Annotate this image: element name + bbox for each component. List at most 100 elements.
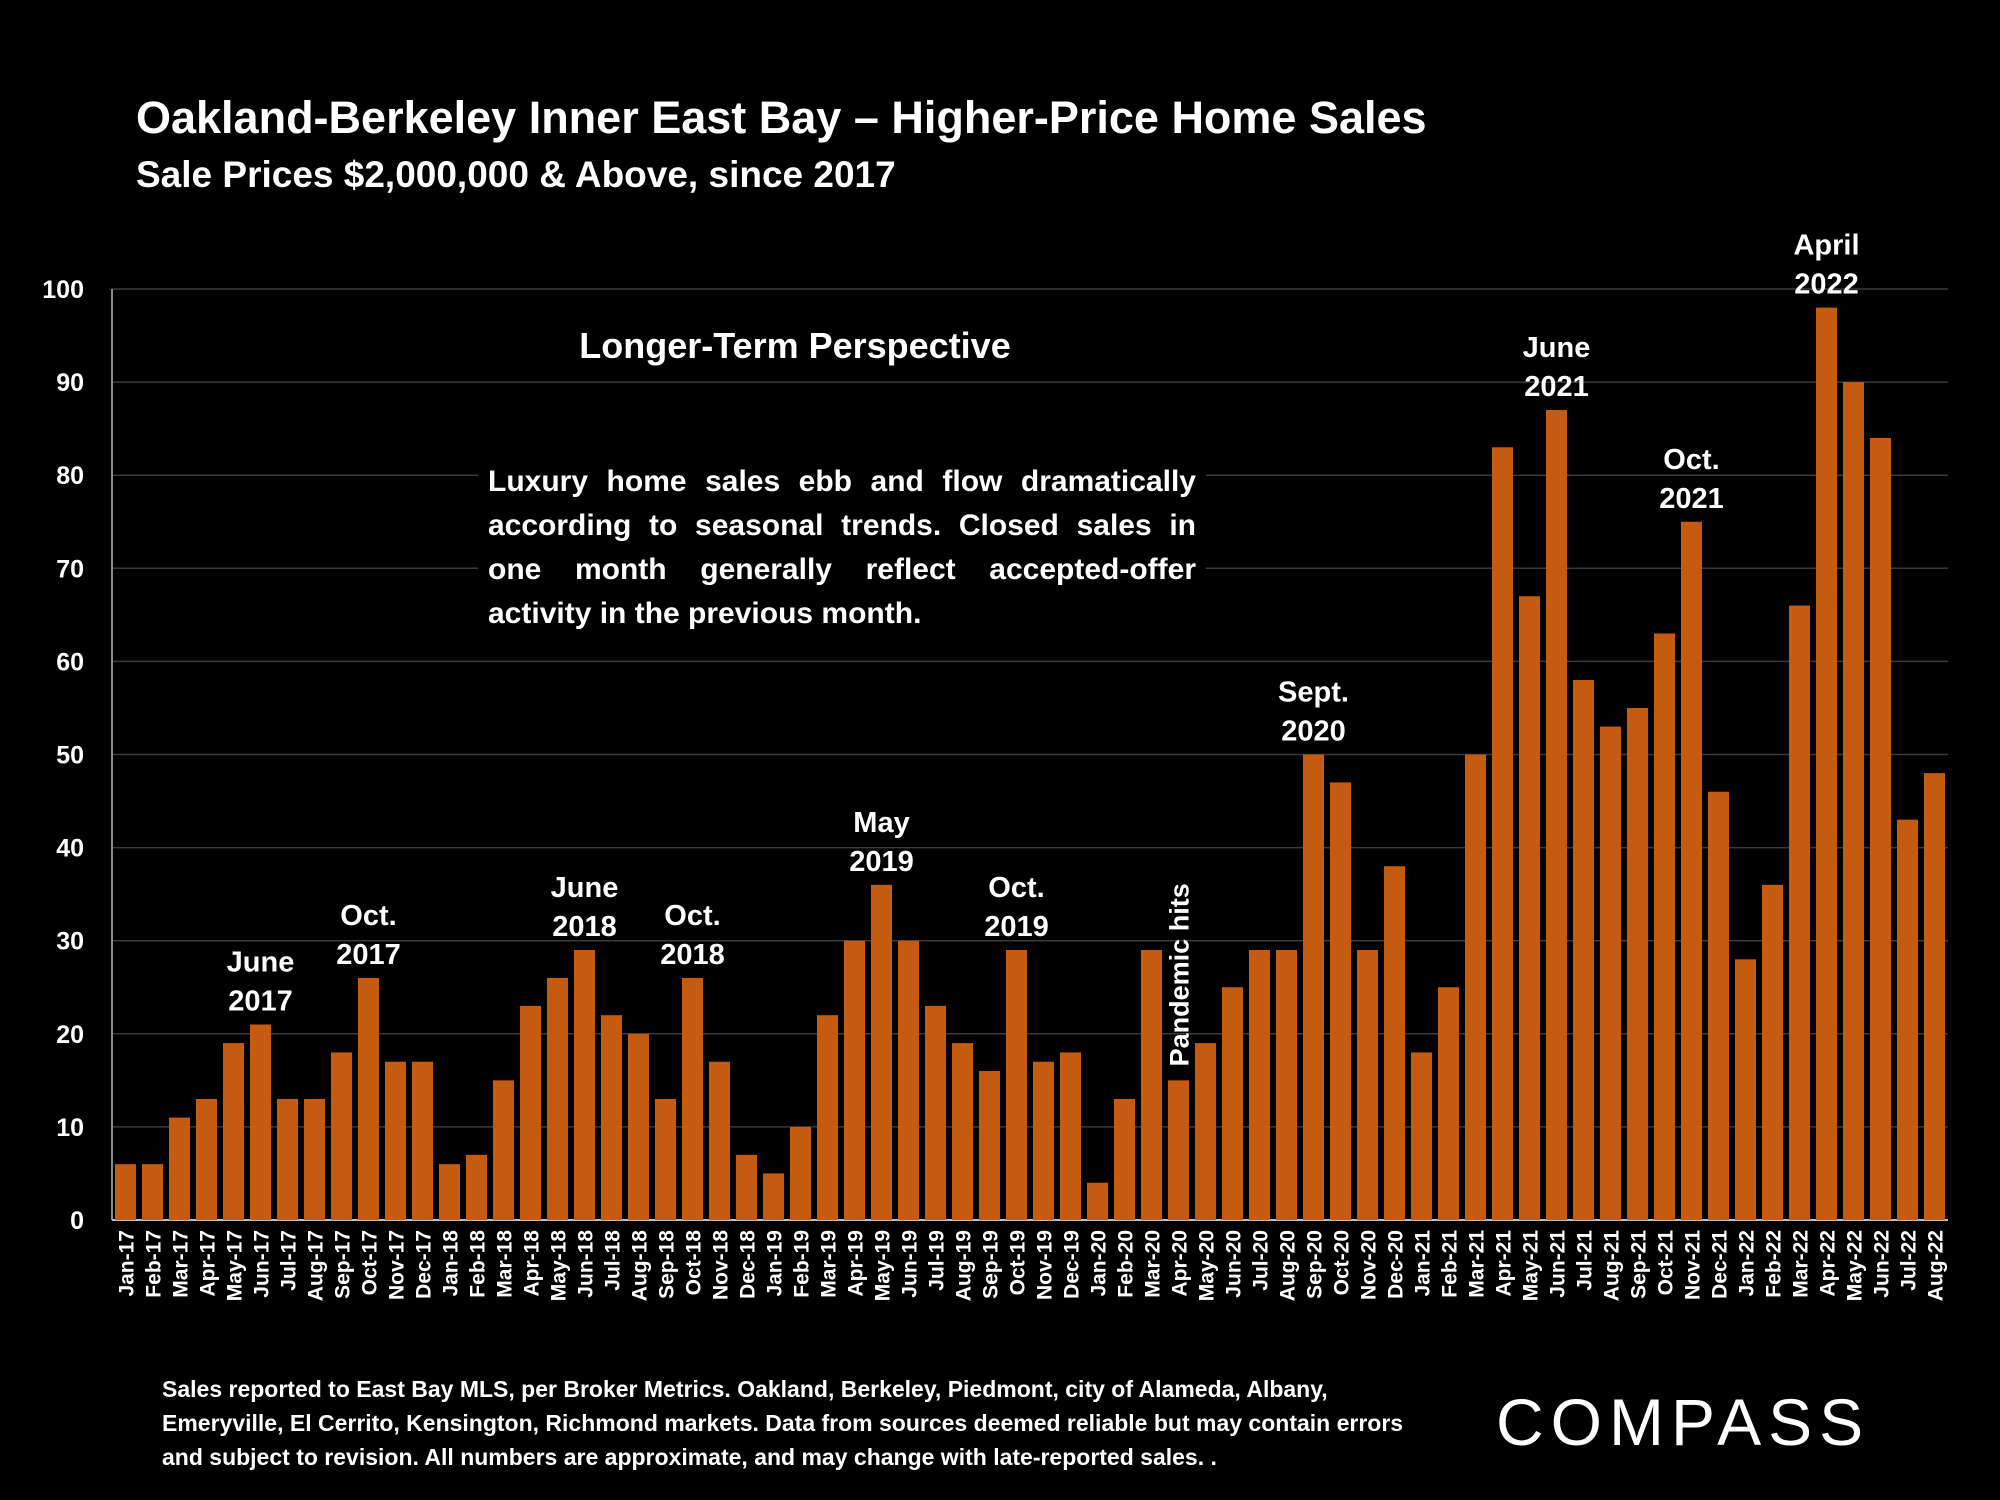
x-tick-label: Nov-19 <box>1034 1230 1057 1300</box>
annotation-label: 2018 <box>552 911 617 943</box>
x-tick-label: Jul-17 <box>278 1230 301 1291</box>
bar <box>1383 866 1406 1220</box>
x-tick-label: Nov-21 <box>1682 1230 1705 1300</box>
x-tick-label: Jan-18 <box>440 1230 463 1297</box>
x-tick-label: Feb-21 <box>1439 1230 1462 1298</box>
x-tick-label: Mar-18 <box>494 1230 517 1298</box>
chart-subtitle: Sale Prices $2,000,000 & Above, since 20… <box>136 154 896 195</box>
bar <box>330 1052 353 1220</box>
y-tick-label: 50 <box>56 742 84 770</box>
bar <box>924 1005 947 1220</box>
bar <box>249 1024 272 1220</box>
x-tick-label: Aug-18 <box>629 1230 652 1301</box>
bar <box>951 1043 974 1220</box>
x-tick-label: Apr-22 <box>1817 1230 1840 1297</box>
annotation-label: Oct. <box>664 900 720 932</box>
y-tick-label: 70 <box>56 555 84 583</box>
x-tick-label: Jan-22 <box>1736 1230 1759 1297</box>
bar <box>492 1080 515 1220</box>
x-tick-label: Oct-17 <box>359 1230 382 1295</box>
x-tick-label: Jul-22 <box>1898 1230 1921 1291</box>
annotation-label: May <box>853 807 909 839</box>
bar <box>1410 1052 1433 1220</box>
x-tick-label: Sep-20 <box>1304 1230 1327 1299</box>
bar <box>1086 1182 1109 1220</box>
annotation-label: Sept. <box>1278 677 1349 709</box>
bar <box>1491 447 1514 1220</box>
annotation-label: Oct. <box>988 872 1044 904</box>
bar <box>1167 1080 1190 1220</box>
bar <box>1356 950 1379 1220</box>
annotation-label: Pandemic hits <box>1165 883 1195 1066</box>
bar <box>1788 605 1811 1220</box>
bar <box>1545 410 1568 1220</box>
x-tick-label: Jun-19 <box>899 1230 922 1298</box>
x-tick-label: Mar-21 <box>1466 1230 1489 1298</box>
bar <box>816 1015 839 1220</box>
x-tick-label: Aug-21 <box>1601 1230 1624 1301</box>
x-tick-label: Jul-18 <box>602 1230 625 1291</box>
x-tick-label: Nov-18 <box>710 1230 733 1300</box>
bar <box>762 1173 785 1220</box>
bar <box>654 1098 677 1220</box>
x-tick-label: Oct-18 <box>683 1230 706 1296</box>
y-tick-label: 20 <box>56 1021 84 1049</box>
annotation-label: 2021 <box>1659 483 1724 515</box>
bar <box>897 940 920 1220</box>
x-tick-label: Sep-18 <box>656 1230 679 1299</box>
x-tick-label: Nov-17 <box>386 1230 409 1300</box>
bar <box>1842 382 1865 1221</box>
y-tick-label: 100 <box>42 276 84 304</box>
x-tick-label: Jun-21 <box>1547 1230 1570 1298</box>
bar <box>1680 521 1703 1220</box>
annotation-label: Oct. <box>340 900 396 932</box>
perspective-heading: Longer-Term Perspective <box>579 325 1011 366</box>
x-tick-label: Feb-19 <box>791 1230 814 1298</box>
bar <box>141 1164 164 1220</box>
x-tick-label: Jul-20 <box>1250 1230 1273 1291</box>
bar <box>1518 596 1541 1220</box>
bar <box>222 1043 245 1220</box>
bar <box>1869 437 1892 1221</box>
y-tick-label: 80 <box>56 462 84 490</box>
bar <box>1734 959 1757 1220</box>
x-tick-label: Feb-17 <box>143 1230 166 1298</box>
annotation-label: 2020 <box>1281 716 1346 748</box>
annotation-label: Oct. <box>1663 444 1719 476</box>
bar <box>1221 987 1244 1220</box>
x-tick-label: Apr-17 <box>197 1230 220 1297</box>
x-tick-label: Mar-20 <box>1142 1230 1165 1298</box>
y-tick-label: 10 <box>56 1114 84 1142</box>
bar <box>1626 707 1649 1220</box>
x-tick-label: Aug-17 <box>305 1230 328 1301</box>
bar <box>1437 987 1460 1220</box>
compass-logo: COMPASS <box>1496 1385 1871 1459</box>
x-tick-label: Sep-21 <box>1628 1230 1651 1299</box>
bar <box>1707 791 1730 1220</box>
bar <box>1653 633 1676 1220</box>
annotation-label: 2019 <box>849 846 914 878</box>
bar <box>978 1071 1001 1220</box>
bar <box>1464 754 1487 1220</box>
bar <box>357 977 380 1220</box>
x-tick-label: Feb-20 <box>1115 1230 1138 1298</box>
bar <box>789 1126 812 1220</box>
bar <box>1302 754 1325 1220</box>
bar <box>1923 773 1946 1220</box>
bar <box>627 1033 650 1220</box>
x-tick-label: Sep-17 <box>332 1230 355 1299</box>
bar <box>168 1117 191 1220</box>
y-tick-label: 30 <box>56 928 84 956</box>
y-tick-label: 90 <box>56 369 84 397</box>
bar <box>870 884 893 1220</box>
annotation-label: June <box>551 872 619 904</box>
x-tick-label: Apr-18 <box>521 1230 544 1297</box>
y-tick-label: 40 <box>56 835 84 863</box>
bar <box>114 1164 137 1220</box>
x-tick-label: May-22 <box>1844 1230 1867 1301</box>
x-tick-label: Jan-21 <box>1412 1230 1435 1297</box>
bar <box>1815 307 1838 1220</box>
x-tick-label: May-20 <box>1196 1230 1219 1301</box>
bar <box>1194 1043 1217 1220</box>
x-tick-label: Dec-18 <box>737 1230 760 1299</box>
